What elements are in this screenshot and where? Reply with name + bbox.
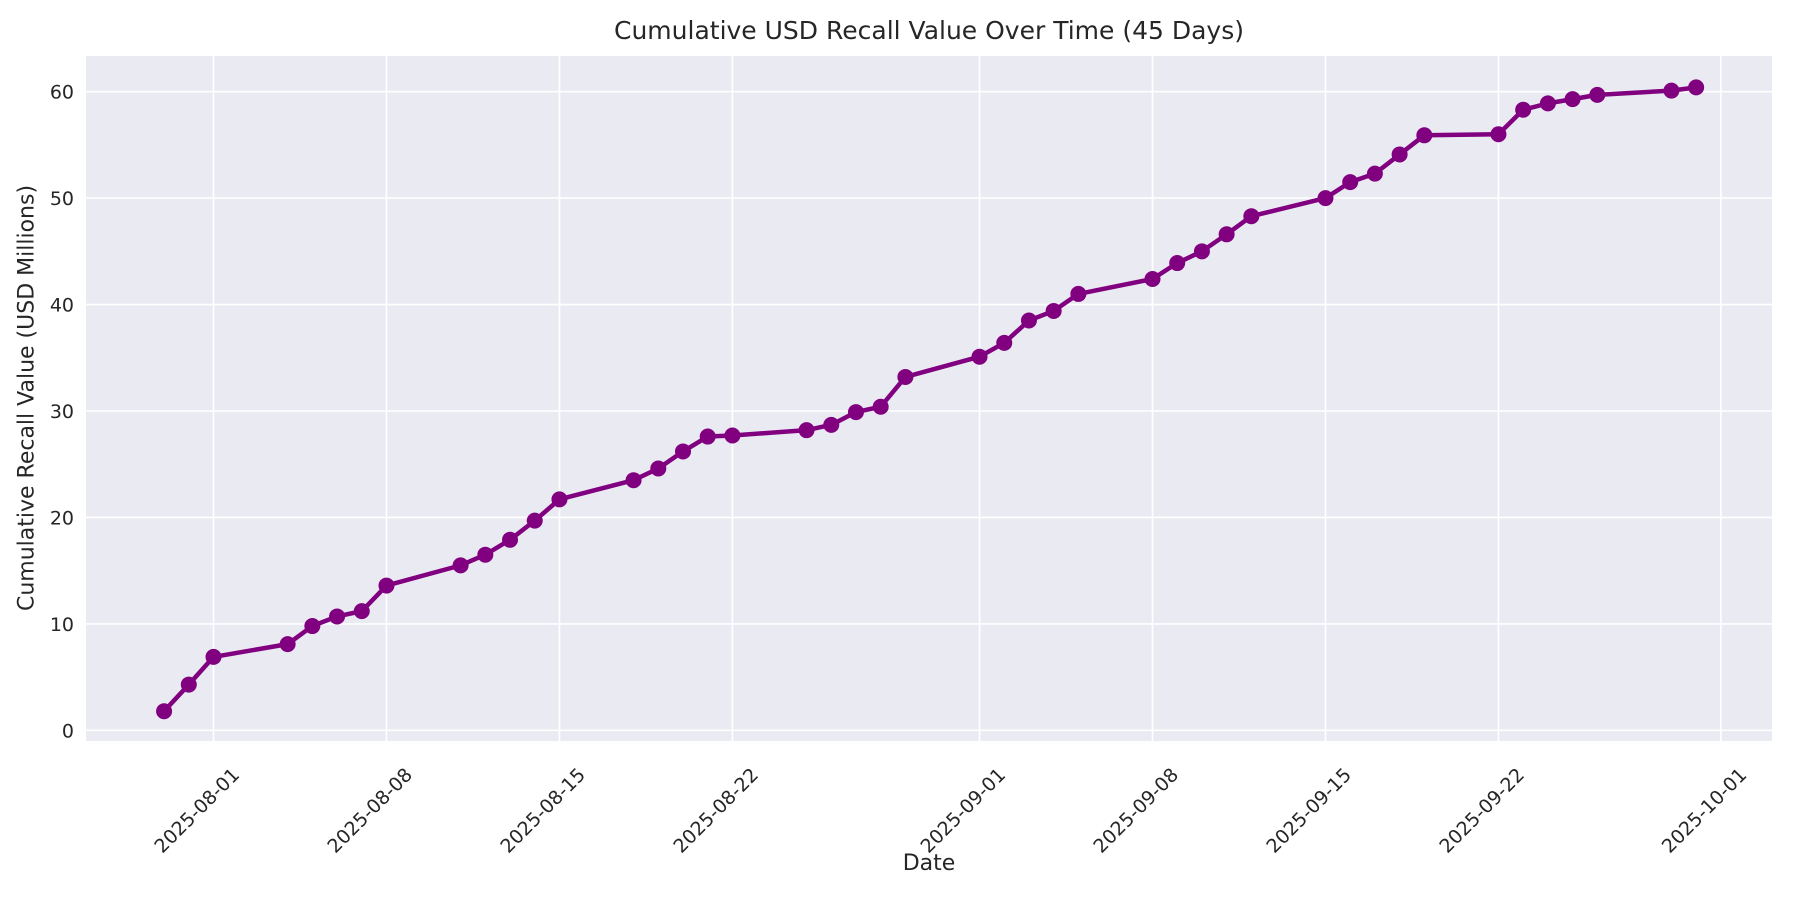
data-point-marker bbox=[477, 546, 494, 563]
data-point-marker bbox=[650, 460, 667, 477]
data-point-marker bbox=[1169, 255, 1186, 272]
data-point-marker bbox=[1070, 285, 1087, 302]
data-point-marker bbox=[625, 472, 642, 489]
y-tick-label: 60 bbox=[50, 82, 74, 104]
data-point-marker bbox=[551, 491, 568, 508]
data-point-marker bbox=[1515, 101, 1532, 118]
x-tick-label: 2025-09-08 bbox=[1089, 764, 1183, 858]
y-tick-label: 50 bbox=[50, 188, 74, 210]
data-point-marker bbox=[1416, 127, 1433, 144]
gridlines bbox=[86, 56, 1772, 741]
y-tick-label: 30 bbox=[50, 401, 74, 423]
data-point-marker bbox=[329, 608, 346, 625]
data-point-marker bbox=[1144, 271, 1161, 288]
data-point-marker bbox=[1317, 190, 1334, 207]
data-point-marker bbox=[1193, 243, 1210, 260]
data-point-marker bbox=[1218, 226, 1235, 243]
x-axis-label: Date bbox=[902, 851, 956, 876]
y-tick-label: 40 bbox=[50, 295, 74, 317]
data-point-marker bbox=[1243, 208, 1260, 225]
series-markers bbox=[156, 79, 1705, 720]
y-tick-label: 0 bbox=[62, 720, 74, 742]
data-point-marker bbox=[304, 618, 321, 635]
data-point-marker bbox=[1045, 302, 1062, 319]
x-tick-label: 2025-08-22 bbox=[669, 764, 763, 858]
data-point-marker bbox=[872, 398, 889, 415]
data-point-marker bbox=[353, 603, 370, 620]
y-axis-label: Cumulative Recall Value (USD Millions) bbox=[14, 184, 40, 612]
data-point-marker bbox=[1342, 174, 1359, 191]
data-point-marker bbox=[1663, 82, 1680, 99]
x-tick-label: 2025-09-15 bbox=[1262, 764, 1356, 858]
data-point-marker bbox=[1391, 146, 1408, 163]
chart-title: Cumulative USD Recall Value Over Time (4… bbox=[614, 16, 1244, 45]
x-tick-label: 2025-09-01 bbox=[916, 764, 1010, 858]
data-point-marker bbox=[279, 636, 296, 653]
data-point-marker bbox=[724, 427, 741, 444]
data-point-marker bbox=[1539, 95, 1556, 112]
data-point-marker bbox=[205, 648, 222, 665]
data-point-marker bbox=[452, 557, 469, 574]
y-tick-label: 10 bbox=[50, 614, 74, 636]
data-point-marker bbox=[1589, 86, 1606, 103]
data-point-marker bbox=[675, 443, 692, 460]
data-point-marker bbox=[378, 577, 395, 594]
data-point-marker bbox=[1366, 165, 1383, 182]
x-tick-label: 2025-09-22 bbox=[1435, 764, 1529, 858]
data-point-marker bbox=[1020, 312, 1037, 329]
data-point-marker bbox=[897, 368, 914, 385]
x-tick-label: 2025-08-15 bbox=[496, 764, 590, 858]
data-point-marker bbox=[1688, 79, 1705, 96]
data-point-marker bbox=[971, 348, 988, 365]
x-tick-label: 2025-10-01 bbox=[1658, 764, 1752, 858]
data-point-marker bbox=[996, 334, 1013, 351]
data-point-marker bbox=[699, 428, 716, 445]
data-point-marker bbox=[1564, 91, 1581, 108]
data-point-marker bbox=[847, 404, 864, 421]
plot-area bbox=[86, 56, 1772, 741]
data-point-marker bbox=[502, 531, 519, 548]
data-point-marker bbox=[156, 703, 173, 720]
x-tick-labels: 2025-08-01 2025-08-08 2025-08-15 2025-08-22… bbox=[150, 764, 1751, 858]
data-point-marker bbox=[180, 676, 197, 693]
x-tick-label: 2025-08-01 bbox=[150, 764, 244, 858]
data-point-marker bbox=[526, 512, 543, 529]
x-tick-label: 2025-08-08 bbox=[323, 764, 417, 858]
data-point-marker bbox=[798, 422, 815, 439]
y-tick-label: 20 bbox=[50, 507, 74, 529]
data-point-marker bbox=[1490, 126, 1507, 143]
y-tick-labels: 0 10 20 30 40 50 60 bbox=[50, 82, 74, 743]
data-point-marker bbox=[823, 416, 840, 433]
